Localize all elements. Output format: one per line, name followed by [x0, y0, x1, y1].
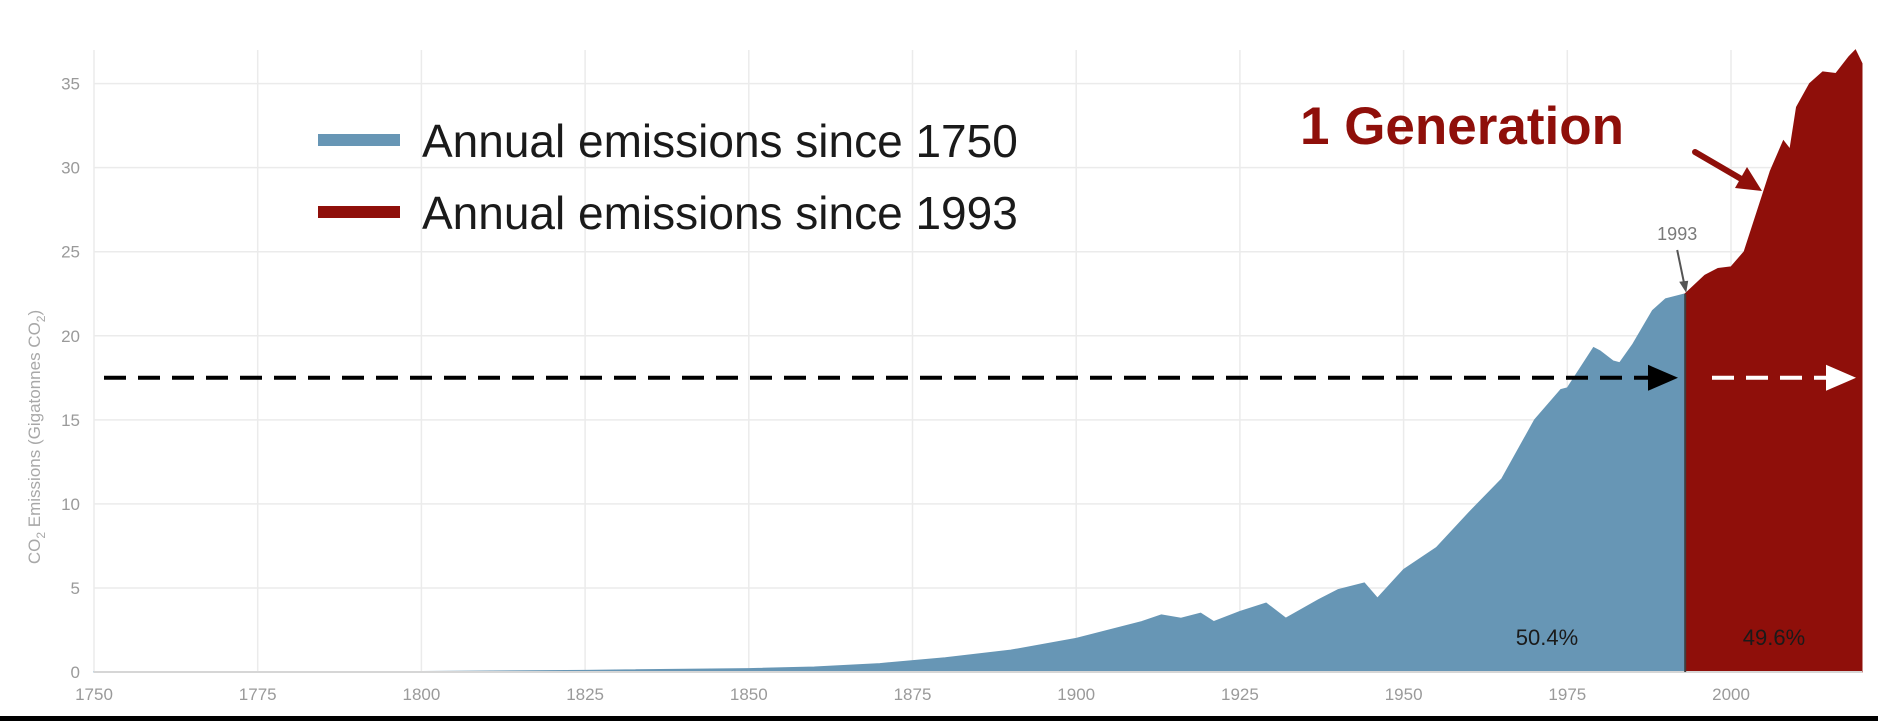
x-tick-label: 1825	[566, 685, 604, 704]
x-tick-label: 2000	[1712, 685, 1750, 704]
bottom-border	[0, 716, 1878, 721]
x-tick-label: 1775	[239, 685, 277, 704]
share-label-1750: 50.4%	[1516, 625, 1578, 650]
generation-arrow	[1692, 149, 1762, 191]
legend: Annual emissions since 1750 Annual emiss…	[318, 115, 1018, 239]
grid-lines	[93, 50, 1862, 673]
y-tick-label: 20	[61, 327, 80, 346]
x-tick-label: 1875	[894, 685, 932, 704]
legend-swatch-1750	[318, 134, 400, 146]
legend-swatch-1993	[318, 206, 400, 218]
generation-annotation: 1 Generation	[1300, 97, 1624, 156]
split-year-pointer	[1676, 249, 1686, 284]
dashed-arrow-after-head	[1826, 364, 1856, 391]
legend-label-1993: Annual emissions since 1993	[422, 187, 1018, 239]
split-year-pointer-head	[1679, 280, 1689, 293]
share-label-1993: 49.6%	[1743, 625, 1805, 650]
dashed-arrow-before-head	[1648, 364, 1678, 391]
y-tick-label: 0	[71, 663, 80, 682]
area-since-1750	[93, 293, 1686, 673]
y-tick-label: 25	[61, 243, 80, 262]
x-tick-label: 1950	[1385, 685, 1423, 704]
area-since-1993	[1684, 49, 1863, 673]
legend-label-1750: Annual emissions since 1750	[422, 115, 1018, 167]
overlay-annotations: 1993 50.4% 49.6%	[104, 224, 1856, 672]
x-tick-label: 1800	[402, 685, 440, 704]
y-tick-label: 5	[71, 579, 80, 598]
x-tick-label: 1850	[730, 685, 768, 704]
x-tick-label: 1975	[1548, 685, 1586, 704]
x-tick-label: 1900	[1057, 685, 1095, 704]
x-tick-label: 1750	[75, 685, 113, 704]
split-year-label: 1993	[1657, 224, 1697, 244]
axis-ticks: 0 5 10 15 20 25 30 35 1750 1775 1800 1825 1850 1875 19…	[61, 75, 1862, 704]
area-series	[93, 49, 1863, 673]
y-tick-label: 15	[61, 411, 80, 430]
y-axis-title: CO2 Emissions (Gigatonnes CO2)	[25, 310, 48, 564]
y-tick-label: 35	[61, 75, 80, 94]
y-tick-label: 10	[61, 495, 80, 514]
x-tick-label: 1925	[1221, 685, 1259, 704]
y-tick-label: 30	[61, 159, 80, 178]
